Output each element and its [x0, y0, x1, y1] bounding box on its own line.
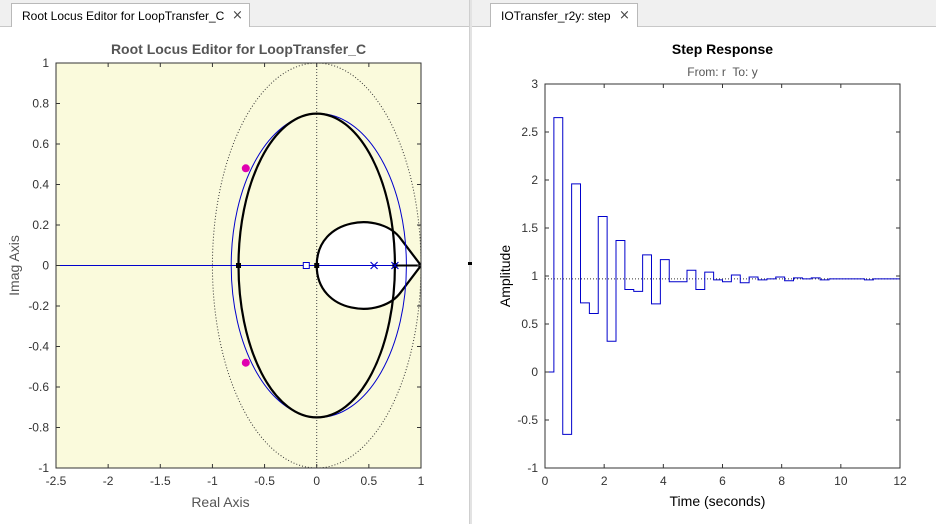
- y-tick-label: -1: [38, 461, 49, 475]
- x-tick-label: -1.5: [150, 474, 171, 488]
- root-locus-plot[interactable]: Root Locus Editor for LoopTransfer_C -2.5…: [0, 27, 469, 524]
- x-axis-label: Time (seconds): [670, 493, 766, 509]
- x-tick-label: -0.5: [254, 474, 275, 488]
- close-icon[interactable]: ×: [619, 8, 630, 23]
- close-icon[interactable]: ×: [232, 8, 243, 23]
- x-tick-label: 0.5: [361, 474, 378, 488]
- y-axis-label: Imag Axis: [6, 235, 22, 296]
- step-response-series: [545, 117, 900, 435]
- tab-label: IOTransfer_r2y: step: [501, 9, 611, 23]
- plot-area: [545, 84, 900, 468]
- x-axis-label: Real Axis: [191, 494, 249, 510]
- tab-step-response[interactable]: IOTransfer_r2y: step ×: [490, 3, 638, 27]
- chart-title: Root Locus Editor for LoopTransfer_C: [111, 41, 366, 57]
- x-tick-label: 0: [542, 474, 549, 488]
- y-tick-label: 0: [531, 365, 538, 379]
- x-tick-label: 0: [313, 474, 320, 488]
- y-axis-label: Amplitude: [497, 245, 513, 307]
- y-tick-label: -0.6: [28, 380, 49, 394]
- x-tick-label: 12: [893, 474, 907, 488]
- y-tick-label: 0.6: [32, 137, 49, 151]
- x-tick-label: 10: [834, 474, 848, 488]
- chart-title: Step Response: [672, 41, 773, 57]
- y-tick-label: -0.5: [517, 413, 538, 427]
- splitter-grip[interactable]: [468, 262, 472, 265]
- open-loop-pole: [391, 261, 399, 270]
- y-tick-label: 0.8: [32, 97, 49, 111]
- right-tabstrip: IOTransfer_r2y: step ×: [472, 0, 936, 27]
- locus-junction-marker: [236, 263, 241, 268]
- tab-root-locus-editor[interactable]: Root Locus Editor for LoopTransfer_C ×: [11, 3, 250, 27]
- root-locus-panel: Root Locus Editor for LoopTransfer_C × R…: [0, 0, 469, 524]
- y-tick-label: -0.2: [28, 299, 49, 313]
- y-tick-label: 1: [531, 269, 538, 283]
- closed-loop-pole: [241, 164, 250, 173]
- y-tick-label: -0.4: [28, 340, 49, 354]
- open-loop-zero: [302, 262, 310, 269]
- open-loop-pole: [370, 261, 378, 270]
- left-tabstrip: Root Locus Editor for LoopTransfer_C ×: [0, 0, 469, 27]
- y-tick-label: 0: [42, 259, 49, 273]
- y-tick-label: 3: [531, 77, 538, 91]
- y-tick-label: 2.5: [521, 125, 538, 139]
- x-tick-label: -2.5: [46, 474, 67, 488]
- y-tick-label: 0.2: [32, 218, 49, 232]
- step-response-panel: IOTransfer_r2y: step × Step Response From…: [472, 0, 936, 524]
- closed-loop-pole: [241, 358, 250, 367]
- y-tick-label: -1: [527, 461, 538, 475]
- x-tick-label: -1: [207, 474, 218, 488]
- x-tick-label: 6: [719, 474, 726, 488]
- y-tick-label: 0.4: [32, 178, 49, 192]
- y-tick-label: 0.5: [521, 317, 538, 331]
- y-tick-label: -0.8: [28, 421, 49, 435]
- x-tick-label: -2: [103, 474, 114, 488]
- x-tick-label: 1: [418, 474, 425, 488]
- y-tick-label: 2: [531, 173, 538, 187]
- x-tick-label: 4: [660, 474, 667, 488]
- locus-junction-marker: [314, 263, 320, 268]
- tab-label: Root Locus Editor for LoopTransfer_C: [22, 9, 225, 23]
- y-tick-label: 1.5: [521, 221, 538, 235]
- chart-subtitle: From: r To: y: [687, 65, 757, 79]
- y-tick-label: 1: [42, 56, 49, 70]
- x-tick-label: 2: [601, 474, 608, 488]
- x-tick-label: 8: [778, 474, 785, 488]
